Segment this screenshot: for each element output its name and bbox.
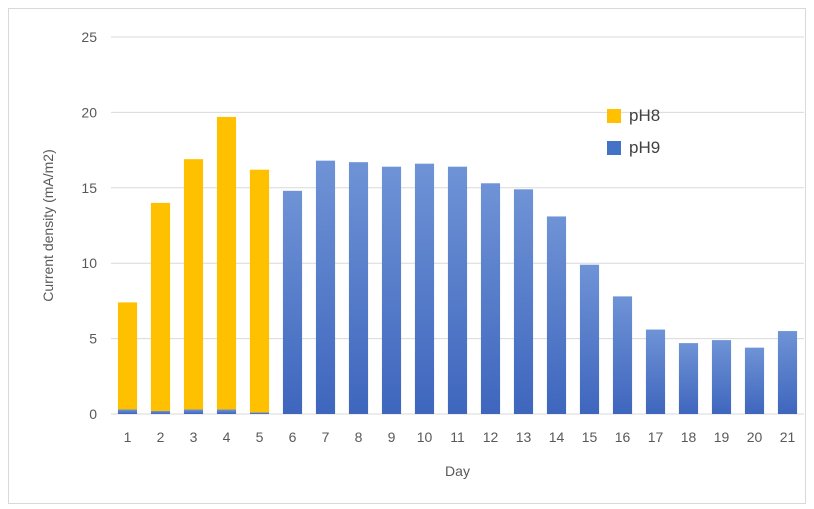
y-tick-label: 0 (89, 406, 97, 422)
bar-ph9-day-1 (117, 409, 138, 414)
y-axis-ticks: 0 5 10 15 20 25 (81, 29, 97, 422)
x-tick-label: 1 (124, 429, 132, 445)
x-tick-label: 19 (714, 429, 730, 445)
bar-ph9-day-15 (579, 264, 600, 414)
bar-ph9-day-12 (480, 183, 501, 414)
bar-ph9-day-17 (645, 329, 666, 414)
bar-ph8-day-4 (216, 116, 237, 410)
y-axis-title: Current density (mA/m2) (40, 149, 56, 301)
x-tick-label: 8 (355, 429, 363, 445)
x-tick-label: 21 (780, 429, 796, 445)
x-tick-label: 5 (256, 429, 264, 445)
x-axis-title: Day (445, 463, 470, 479)
bar-ph9-day-16 (612, 296, 633, 414)
x-tick-label: 2 (157, 429, 165, 445)
bar-ph9-day-11 (447, 166, 468, 414)
x-tick-label: 18 (681, 429, 697, 445)
bar-ph9-day-9 (381, 166, 402, 414)
x-tick-label: 20 (747, 429, 763, 445)
bar-ph9-day-13 (513, 189, 534, 414)
x-tick-label: 13 (516, 429, 532, 445)
bar-ph9-day-8 (348, 162, 369, 414)
x-tick-label: 3 (190, 429, 198, 445)
legend-swatch-ph8 (607, 109, 621, 123)
bar-ph9-day-10 (414, 163, 435, 414)
x-tick-label: 14 (549, 429, 565, 445)
bar-ph9-day-4 (216, 409, 237, 414)
bar-ph8-day-1 (117, 302, 138, 410)
x-tick-label: 6 (289, 429, 297, 445)
bar-ph9-day-7 (315, 160, 336, 414)
y-tick-label: 20 (81, 104, 97, 120)
bar-ph8-day-2 (150, 202, 171, 411)
bar-ph9-day-14 (546, 216, 567, 414)
legend-label-ph8: pH8 (629, 106, 660, 125)
y-tick-label: 15 (81, 180, 97, 196)
legend-label-ph9: pH9 (629, 138, 660, 157)
x-tick-label: 4 (223, 429, 231, 445)
bar-ph8-day-3 (183, 159, 204, 410)
x-tick-label: 11 (450, 429, 465, 445)
bar-ph9-day-2 (150, 410, 171, 414)
bar-ph9-day-21 (777, 331, 798, 414)
bar-ph9-day-19 (711, 340, 732, 414)
bar-ph9-day-18 (678, 343, 699, 414)
x-tick-label: 10 (417, 429, 433, 445)
bar-ph9-day-6 (282, 190, 303, 414)
bar-ph9-day-20 (744, 347, 765, 414)
y-tick-label: 10 (81, 255, 97, 271)
x-tick-label: 9 (388, 429, 396, 445)
x-tick-label: 15 (582, 429, 598, 445)
x-tick-label: 16 (615, 429, 631, 445)
x-tick-label: 17 (648, 429, 664, 445)
y-tick-label: 5 (89, 331, 97, 347)
legend-swatch-ph9 (607, 141, 621, 155)
bars (117, 116, 798, 414)
y-tick-label: 25 (81, 29, 97, 45)
x-axis-ticks: 1 2 3 4 5 6 7 8 9 10 11 12 13 14 15 16 17 18 19 20 21 (124, 429, 796, 445)
legend: pH8 pH9 (607, 106, 660, 157)
chart-frame: 0 5 10 15 20 25 1 2 3 4 5 6 7 8 9 10 11 12 13 14 15 16 17 18 19… (8, 8, 806, 504)
x-tick-label: 12 (483, 429, 499, 445)
bar-ph9-day-5 (249, 412, 270, 414)
x-tick-label: 7 (322, 429, 330, 445)
bar-ph8-day-5 (249, 169, 270, 413)
bar-ph9-day-3 (183, 409, 204, 414)
